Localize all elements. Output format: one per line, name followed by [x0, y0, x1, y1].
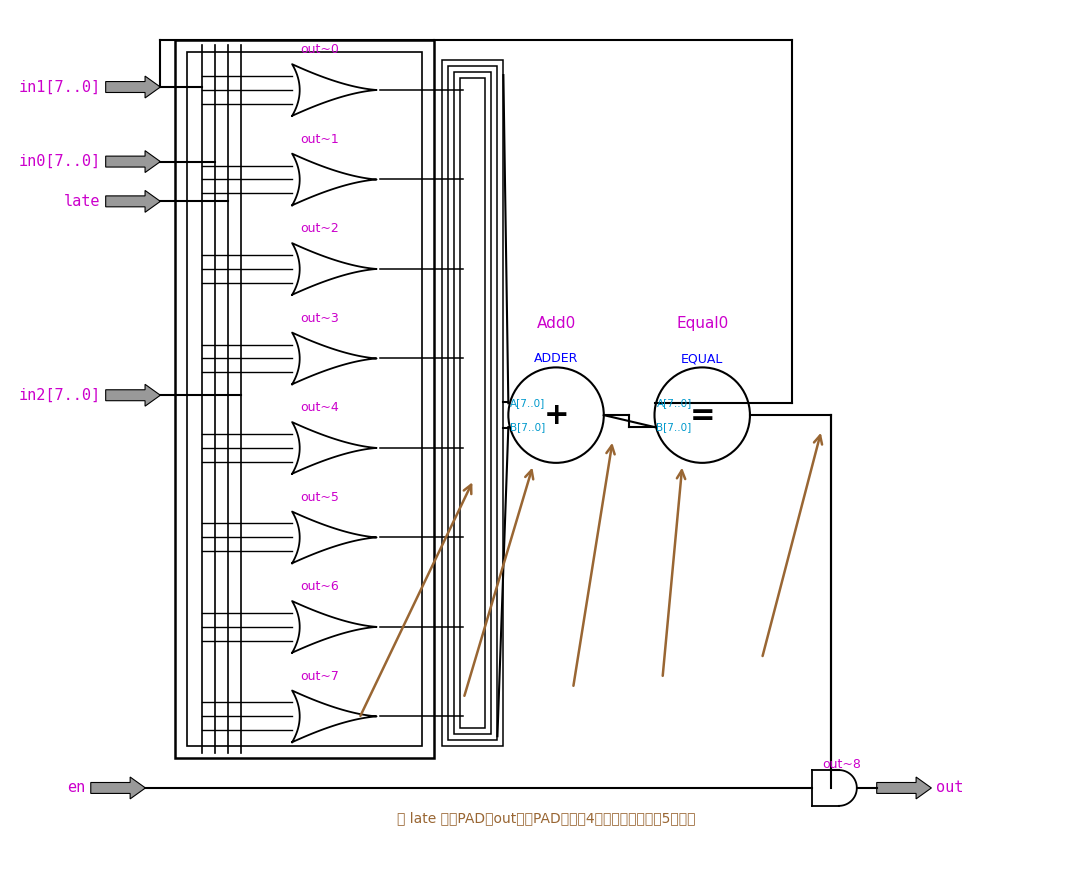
Bar [447, 66, 497, 740]
Polygon shape [91, 777, 146, 799]
Text: in0[7..0]: in0[7..0] [18, 154, 101, 169]
Text: in2[7..0]: in2[7..0] [18, 388, 101, 403]
Text: B[7..0]: B[7..0] [510, 422, 545, 432]
Polygon shape [876, 777, 932, 799]
Bar [187, 52, 421, 746]
Text: =: = [690, 400, 715, 430]
Polygon shape [105, 76, 161, 98]
Polygon shape [105, 151, 161, 173]
Text: Equal0: Equal0 [677, 316, 729, 330]
Text: ADDER: ADDER [534, 352, 578, 365]
Text: out~1: out~1 [300, 133, 339, 146]
Text: out~8: out~8 [822, 758, 861, 771]
Text: out~7: out~7 [300, 670, 339, 683]
Text: A[7..0]: A[7..0] [657, 399, 692, 408]
Text: out~2: out~2 [300, 222, 339, 235]
Text: out~4: out~4 [300, 401, 339, 414]
Text: out~6: out~6 [300, 580, 339, 593]
Bar [454, 72, 492, 734]
Text: in1[7..0]: in1[7..0] [18, 79, 101, 94]
Bar [459, 78, 485, 728]
Text: B[7..0]: B[7..0] [657, 422, 692, 432]
Text: 从 late 输入PAD到out输出PAD一共有4个中间逻辑单元，5端路径: 从 late 输入PAD到out输出PAD一共有4个中间逻辑单元，5端路径 [396, 811, 695, 825]
Text: out: out [936, 780, 963, 795]
Polygon shape [105, 385, 161, 406]
Text: A[7..0]: A[7..0] [510, 399, 545, 408]
Text: +: + [543, 400, 569, 430]
Text: out~5: out~5 [300, 491, 339, 504]
Text: EQUAL: EQUAL [681, 352, 723, 365]
Text: Add0: Add0 [536, 316, 576, 330]
Text: out~0: out~0 [300, 44, 339, 56]
Polygon shape [105, 190, 161, 212]
Text: out~3: out~3 [300, 311, 339, 324]
Bar [175, 40, 433, 758]
Text: en: en [67, 780, 86, 795]
Text: late: late [64, 194, 101, 209]
Bar [442, 60, 504, 746]
